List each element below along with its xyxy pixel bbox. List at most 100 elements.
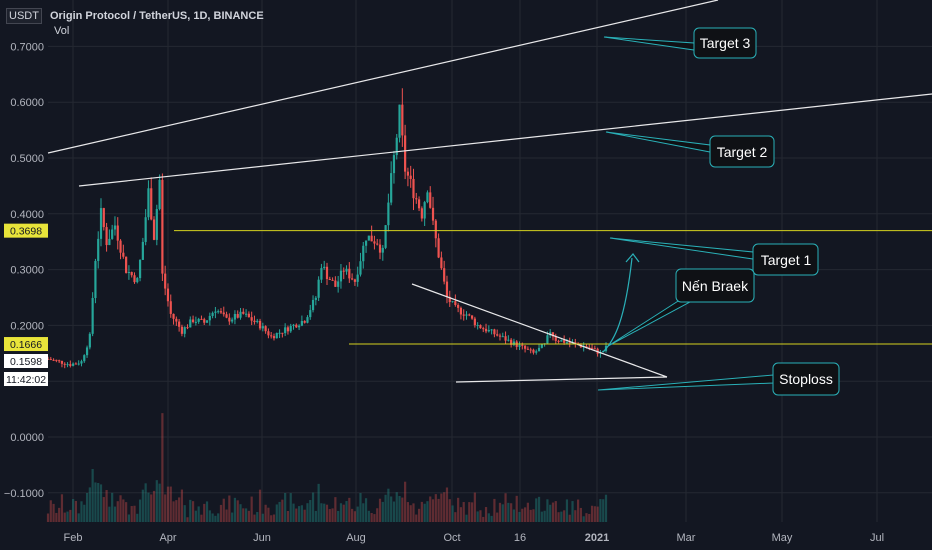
candle xyxy=(364,240,368,253)
candle xyxy=(417,196,421,212)
callout-target-2[interactable]: Target 2 xyxy=(605,131,775,168)
volume-bar xyxy=(239,504,242,522)
volume-bar xyxy=(214,515,217,522)
candle xyxy=(565,338,569,345)
volume-bar xyxy=(563,510,566,522)
volume-bar xyxy=(66,511,69,522)
y-tick-label: 0.0000 xyxy=(10,432,44,444)
volume-bar xyxy=(311,492,315,522)
volume-bar xyxy=(468,502,471,522)
candle xyxy=(334,276,337,287)
candle xyxy=(484,323,488,334)
candle xyxy=(147,180,150,221)
candle xyxy=(423,200,426,227)
candle xyxy=(191,315,195,324)
volume-bar xyxy=(501,504,504,522)
volume-bar xyxy=(431,499,435,522)
candle xyxy=(281,332,284,338)
volume-bar xyxy=(484,507,488,522)
price-badge xyxy=(4,354,48,368)
candle xyxy=(515,340,518,350)
candle xyxy=(387,193,390,232)
candle xyxy=(85,345,89,358)
candle xyxy=(161,173,164,282)
candle xyxy=(317,276,320,301)
candle xyxy=(392,150,396,184)
volume-bar xyxy=(498,502,502,522)
volume-bar xyxy=(593,506,596,522)
breakout-arrow xyxy=(602,257,633,353)
price-badge xyxy=(4,223,48,238)
callout-target-1[interactable]: Target 1 xyxy=(609,237,819,276)
candle xyxy=(599,350,602,358)
callout-breakout-candle[interactable]: Nến Braek xyxy=(607,268,755,347)
callout-target-3[interactable]: Target 3 xyxy=(603,27,757,59)
volume-bar xyxy=(203,503,206,522)
volume-bar xyxy=(236,500,239,522)
price-badge-label: 11:42:02 xyxy=(6,374,46,386)
candle xyxy=(443,260,446,285)
y-tick-label: 0.5000 xyxy=(10,153,44,165)
volume-bar xyxy=(512,509,516,522)
candle xyxy=(476,322,479,330)
volume-bar xyxy=(401,497,404,522)
candle xyxy=(348,262,351,283)
volume-bar xyxy=(551,502,555,522)
candle xyxy=(356,266,359,287)
volume-bar xyxy=(306,503,309,522)
x-tick-label: Apr xyxy=(159,532,176,544)
volume-bar xyxy=(568,514,571,522)
volume-bar xyxy=(459,507,463,522)
volume-bar xyxy=(378,498,382,522)
candle xyxy=(189,316,192,328)
candle xyxy=(105,222,108,252)
volume-bar xyxy=(172,501,175,522)
candle xyxy=(200,315,203,320)
volume-bar xyxy=(63,512,66,522)
candle xyxy=(298,324,301,331)
volume-bar xyxy=(470,502,474,522)
candle xyxy=(228,313,231,325)
volume-bar xyxy=(211,513,214,522)
candle xyxy=(236,310,239,319)
candle xyxy=(91,292,94,337)
volume-bar xyxy=(208,510,211,522)
volume-bar xyxy=(423,503,426,522)
candle xyxy=(320,263,323,283)
volume-bar xyxy=(247,510,250,522)
volume-bar xyxy=(164,494,167,522)
volume-bar xyxy=(113,506,117,522)
candle xyxy=(409,165,412,188)
volume-bar xyxy=(60,494,64,522)
volume-bar xyxy=(599,499,602,522)
candle xyxy=(370,225,373,242)
volume-bar xyxy=(91,469,94,522)
volume-bar xyxy=(334,497,337,522)
candle xyxy=(496,329,499,337)
candle xyxy=(448,290,451,307)
volume-bar xyxy=(457,497,460,522)
candle xyxy=(529,347,532,354)
price-badge-label: 0.1598 xyxy=(10,356,42,368)
callout-target-3-text: Target 3 xyxy=(700,35,751,51)
currency-label[interactable]: USDT xyxy=(6,8,42,24)
volume-bar xyxy=(127,514,131,522)
candle xyxy=(593,345,596,350)
candle xyxy=(261,322,264,332)
volume-bar xyxy=(155,480,158,522)
volume-bar xyxy=(387,488,390,522)
volume-bar xyxy=(445,487,449,522)
volume-bar xyxy=(490,515,493,522)
candle xyxy=(55,359,58,363)
candle xyxy=(295,323,298,328)
candle xyxy=(359,252,362,277)
volume-bar xyxy=(395,492,398,522)
callout-stoploss[interactable]: Stoploss xyxy=(597,362,840,396)
x-tick-label: 2021 xyxy=(585,532,609,544)
candle xyxy=(214,306,217,319)
volume-bar xyxy=(189,499,192,522)
candle xyxy=(144,209,147,246)
volume-bar xyxy=(281,499,284,522)
volume-bar xyxy=(119,495,122,522)
